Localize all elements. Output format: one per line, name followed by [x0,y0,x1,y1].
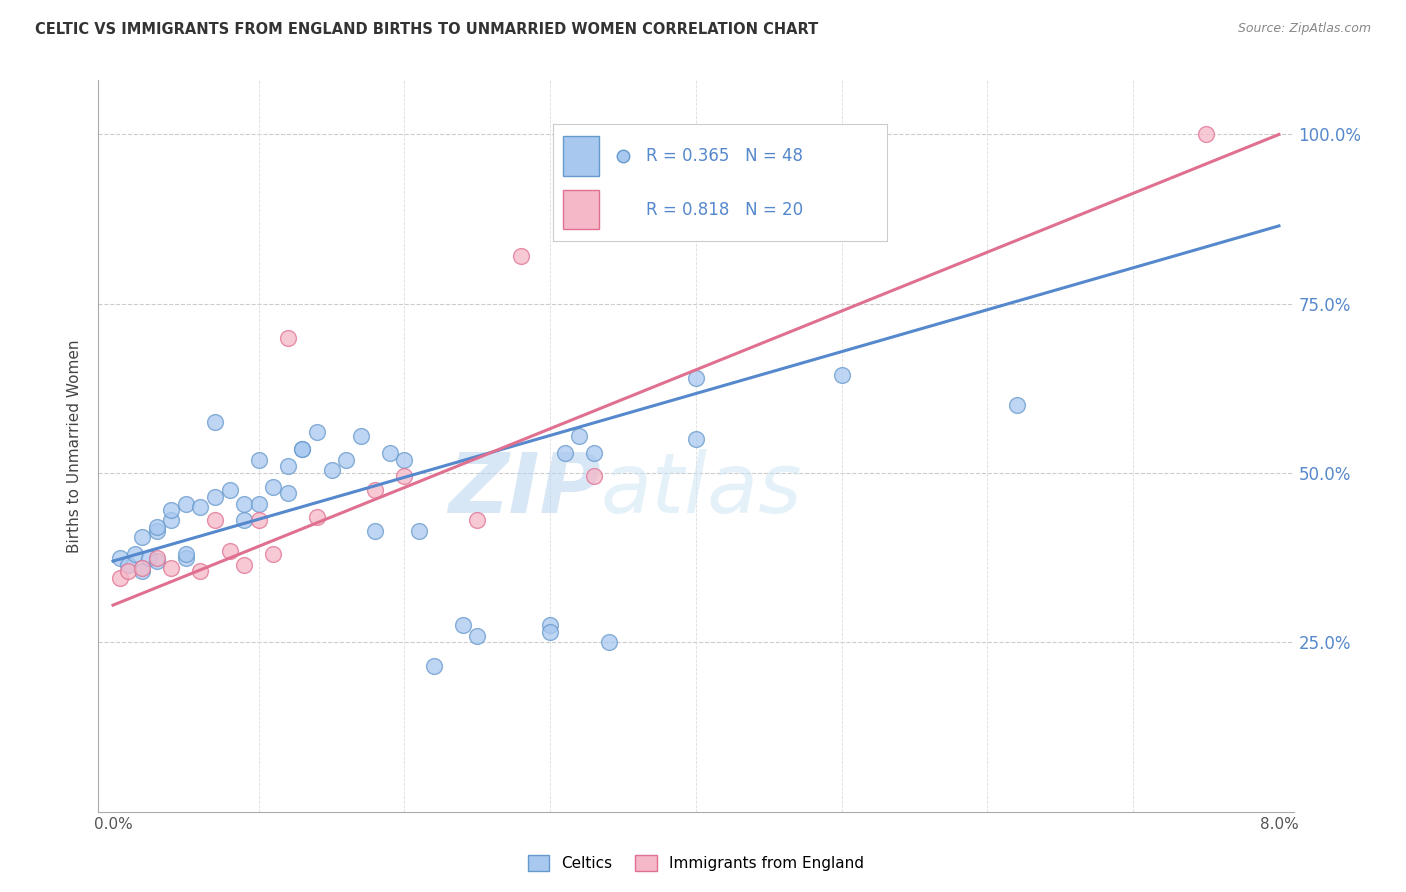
Point [110,571,132,585]
Point [233,558,256,572]
Point [408,524,430,538]
Point [277,486,299,500]
Point [131,530,153,544]
Point [190,500,212,514]
Point [247,452,270,467]
Point [1195,128,1218,142]
Point [131,564,153,578]
Point [538,625,561,640]
Point [247,497,270,511]
Point [145,524,167,538]
Point [305,510,328,524]
Text: atlas: atlas [600,450,801,531]
Point [277,459,299,474]
Text: CELTIC VS IMMIGRANTS FROM ENGLAND BIRTHS TO UNMARRIED WOMEN CORRELATION CHART: CELTIC VS IMMIGRANTS FROM ENGLAND BIRTHS… [35,22,818,37]
Point [174,547,197,561]
Point [110,550,132,565]
Point [117,564,139,578]
Point [335,452,357,467]
Point [422,659,444,673]
Point [364,524,387,538]
Point [160,561,183,575]
Point [145,554,167,568]
Point [145,550,167,565]
Point [233,514,256,528]
Point [247,514,270,528]
Point [262,480,284,494]
Point [190,564,212,578]
Point [204,514,226,528]
Text: R = 0.818   N = 20: R = 0.818 N = 20 [647,201,803,219]
Point [568,429,591,443]
Point [655,222,678,236]
Point [321,463,343,477]
Point [378,446,401,460]
Text: Source: ZipAtlas.com: Source: ZipAtlas.com [1237,22,1371,36]
Point [350,429,373,443]
Point [160,514,183,528]
Y-axis label: Births to Unmarried Women: Births to Unmarried Women [66,339,82,553]
Point [262,547,284,561]
Point [218,544,240,558]
Point [204,415,226,429]
Text: R = 0.365   N = 48: R = 0.365 N = 48 [647,147,803,165]
Text: ZIP: ZIP [447,450,600,531]
FancyBboxPatch shape [562,136,599,176]
Point [291,442,314,457]
Point [451,618,474,632]
Point [124,547,146,561]
Point [291,442,314,457]
Point [582,469,605,483]
Point [598,635,620,649]
Legend: Celtics, Immigrants from England: Celtics, Immigrants from England [522,849,870,877]
Point [685,432,707,446]
Point [174,550,197,565]
Point [277,331,299,345]
Point [467,514,489,528]
Point [831,368,853,382]
Point [138,550,160,565]
Point [145,520,167,534]
Point [160,503,183,517]
Point [218,483,240,497]
Point [204,490,226,504]
Point [394,452,416,467]
Point [305,425,328,440]
Point [467,629,489,643]
Point [394,469,416,483]
Point [685,371,707,385]
Point [364,483,387,497]
Point [538,618,561,632]
Point [1005,398,1028,412]
Point [131,561,153,575]
Point [117,558,139,572]
Point [510,249,533,263]
Point [174,497,197,511]
Point [554,446,576,460]
FancyBboxPatch shape [562,190,599,229]
Point [582,446,605,460]
Point [233,497,256,511]
